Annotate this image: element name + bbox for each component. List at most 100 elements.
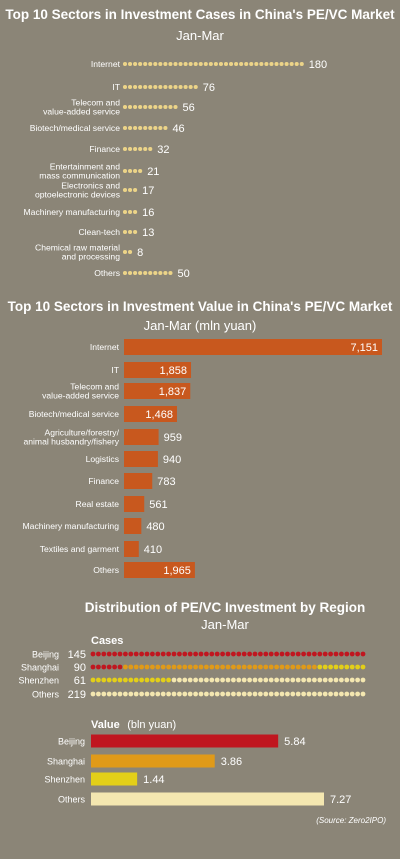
cases-region-label: Shenzhen [18,676,59,686]
chart1-dot [173,61,178,67]
cases-dot [333,651,339,657]
chart2-category-label-line: Real estate [76,499,120,509]
cases-dot [339,651,344,657]
cases-dot [160,651,166,657]
chart1-category-label-line: Electronics and [61,180,120,190]
cases-dot [306,651,312,657]
cases-dot [355,677,360,683]
cases-dot [285,664,290,670]
chart2-bar [124,496,145,512]
chart2-category-label: Internet [90,342,120,352]
chart1-category-label-line: Chemical raw material [35,242,120,252]
cases-dot [139,677,145,683]
chart1-dot [188,61,193,67]
cases-dot [290,651,296,657]
cases-dot [301,691,306,697]
chart1-dot [128,229,133,235]
chart1-category-label-line: Clean-tech [78,227,120,237]
chart1-dot [128,125,133,131]
chart1-dot [249,61,254,67]
chart2-value-label: 480 [146,521,164,533]
cases-dot [312,664,317,670]
cases-dot [204,677,209,683]
chart1-dot [193,61,198,67]
cases-dot [306,677,312,683]
cases-dot [123,691,128,697]
chart1-dot [128,209,133,215]
chart1-dot [133,104,138,110]
chart2-bar [124,339,382,355]
chart1-value-label: 13 [142,227,154,239]
cases-dot [295,677,301,683]
cases-dot [328,691,333,697]
cases-dot [182,677,188,683]
value-region-label: Others [58,795,86,805]
chart1-dot [239,61,244,67]
chart1-category-label-line: optoelectronic devices [35,190,120,200]
cases-dot [328,651,333,657]
cases-dot [263,677,269,683]
cases-dot [214,651,220,657]
chart1-dot [122,209,128,215]
chart1-dot [259,61,264,67]
chart1-dot [148,125,153,131]
chart1-dot [122,229,128,235]
cases-region-label: Shanghai [21,663,59,673]
chart2-title: Top 10 Sectors in Investment Value in Ch… [8,299,393,314]
cases-dot [139,691,145,697]
chart1-dot [128,84,133,90]
chart1-dot [128,146,133,152]
value-heading: Value (bln yuan) [91,715,176,732]
chart1-dot [148,104,153,110]
chart1-dot [122,61,128,67]
chart1-dot [138,146,143,152]
cases-region-label: Beijing [32,650,59,660]
cases-value-label: 61 [74,675,86,687]
chart1-category-label-line: Entertainment and [50,161,120,171]
cases-dot [258,651,263,657]
chart1-dot [133,168,138,174]
cases-dot [112,664,117,670]
chart2-category-label-line: Biotech/medical service [29,409,119,419]
chart2-bar [124,518,142,534]
cases-dot [96,691,101,697]
cases-dot [187,691,193,697]
cases-dot [144,651,150,657]
cases-dot [285,691,290,697]
value-region-label: Shanghai [47,757,85,767]
cases-dot [209,664,215,670]
chart1-dot [158,125,163,131]
value-region-label: Beijing [58,737,85,747]
cases-heading: Cases [91,635,123,647]
chart2-value-label: 783 [157,476,175,488]
chart2-bar [124,451,158,467]
chart1-dot [163,270,168,276]
cases-dot [90,677,96,683]
chart1-category-label-line: Biotech/medical service [30,123,120,133]
cases-dot [344,691,350,697]
cases-dot [106,651,112,657]
cases-dot [349,677,355,683]
cases-dot [139,651,145,657]
cases-dot [96,664,101,670]
chart1-dot [163,61,168,67]
chart2-category-label: Others [93,565,119,575]
chart1-dot [234,61,239,67]
cases-dot [123,677,128,683]
cases-dot [268,664,274,670]
cases-dot [117,664,123,670]
chart1-dot [148,270,153,276]
value-bar [91,754,215,768]
chart1-value-label: 180 [309,59,327,71]
cases-dot [117,677,123,683]
chart1-dot [229,61,234,67]
cases-dot [247,677,253,683]
chart1-dot [158,104,163,110]
chart1-dot [128,270,133,276]
chart1-value-label: 21 [147,166,159,178]
value-bar-label: 3.86 [221,756,242,768]
chart1-dot [208,61,213,67]
cases-dot [339,691,344,697]
value-bar [91,772,138,786]
chart2-value-label: 1,468 [145,409,173,421]
